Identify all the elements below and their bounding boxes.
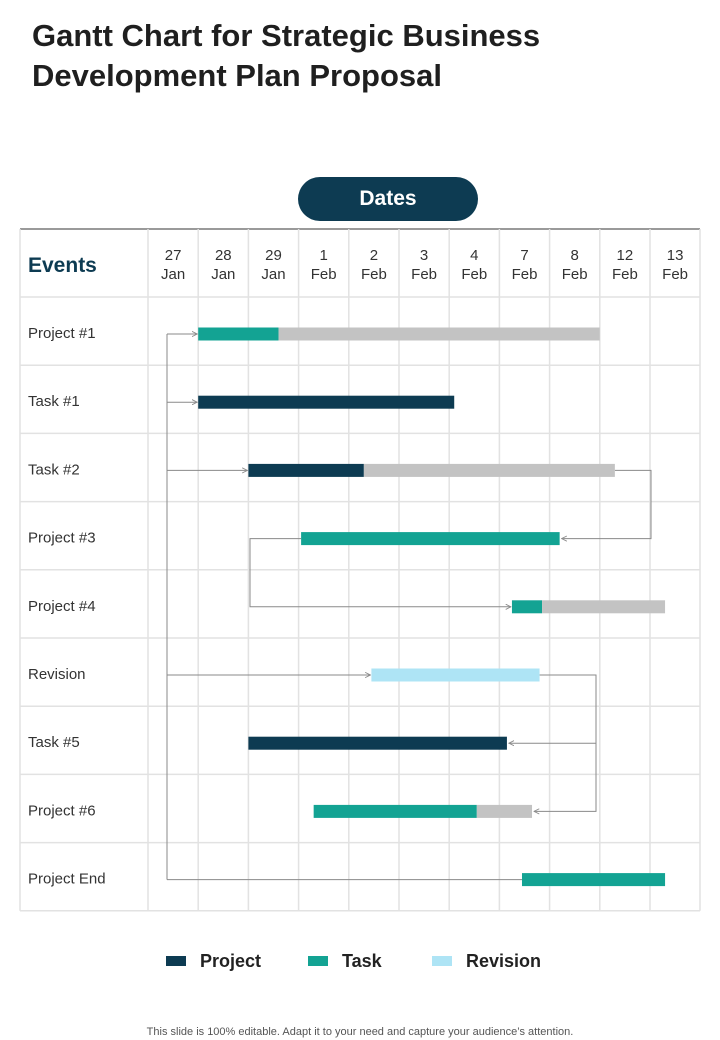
gantt-bar-remaining (278, 327, 600, 341)
date-day-label: 27 (165, 247, 182, 264)
footer-note: This slide is 100% editable. Adapt it to… (146, 1026, 574, 1038)
row-label: Task #1 (28, 393, 80, 410)
date-day-label: 7 (520, 247, 528, 264)
row-label: Project #6 (28, 802, 96, 819)
gantt-bar-task (198, 327, 279, 341)
legend-item-task: Task (308, 946, 382, 976)
legend-label-project: Project (200, 950, 262, 971)
date-day-label: 8 (571, 247, 579, 264)
row-label: Project #3 (28, 530, 96, 547)
date-month-label: Feb (461, 266, 487, 283)
date-day-label: 13 (667, 247, 684, 264)
legend-label-task: Task (342, 950, 382, 971)
date-month-label: Feb (512, 266, 538, 283)
dependency-connector (562, 469, 652, 538)
date-month-label: Feb (361, 266, 387, 283)
legend-item-project: Project (166, 946, 261, 976)
legend-swatch-task (308, 956, 328, 966)
dependency-connector (249, 538, 511, 607)
legend: Project Task Revision (0, 946, 720, 976)
date-month-label: Jan (161, 266, 185, 283)
gantt-bar-task (511, 600, 543, 614)
date-day-label: 2 (370, 247, 378, 264)
row-label: Project #4 (28, 598, 96, 615)
date-day-label: 12 (617, 247, 634, 264)
legend-label-revision: Revision (466, 950, 542, 971)
row-label: Task #2 (28, 461, 80, 478)
date-day-label: 4 (470, 247, 478, 264)
gantt-bar-task (313, 804, 477, 818)
gantt-bar-project (248, 736, 507, 750)
row-label: Project End (28, 871, 106, 888)
row-label: Task #5 (28, 734, 80, 751)
gantt-bar-revision (371, 668, 540, 682)
gantt-bar-remaining (542, 600, 666, 614)
date-month-label: Feb (662, 266, 688, 283)
gantt-bar-task (521, 873, 666, 887)
date-month-label: Feb (311, 266, 337, 283)
date-month-label: Feb (612, 266, 638, 283)
gantt-bar-remaining (476, 804, 533, 818)
legend-item-revision: Revision (432, 946, 541, 976)
gantt-bar-remaining (363, 463, 615, 477)
date-day-label: 1 (320, 247, 328, 264)
gantt-chart: Events 27 Jan 28 Jan 29 Jan 1 Feb 2 Feb 3 Feb 4 Feb 7 Fe… (19, 228, 701, 912)
date-day-label: 28 (215, 247, 232, 264)
legend-swatch-project (166, 956, 186, 966)
row-label: Project #1 (28, 325, 96, 342)
legend-swatch-revision (432, 956, 452, 966)
gantt-bar-project (198, 395, 455, 409)
gantt-bar-task (301, 532, 560, 546)
date-day-label: 29 (265, 247, 282, 264)
dates-header-pill: Dates (298, 177, 478, 221)
row-label: Revision (28, 666, 86, 683)
gantt-bar-project (248, 463, 364, 477)
page-title: Gantt Chart for Strategic Business Devel… (32, 18, 541, 93)
date-month-label: Jan (211, 266, 235, 283)
date-month-label: Jan (261, 266, 285, 283)
events-header: Events (28, 254, 97, 277)
date-day-label: 3 (420, 247, 428, 264)
date-month-label: Feb (562, 266, 588, 283)
date-month-label: Feb (411, 266, 437, 283)
